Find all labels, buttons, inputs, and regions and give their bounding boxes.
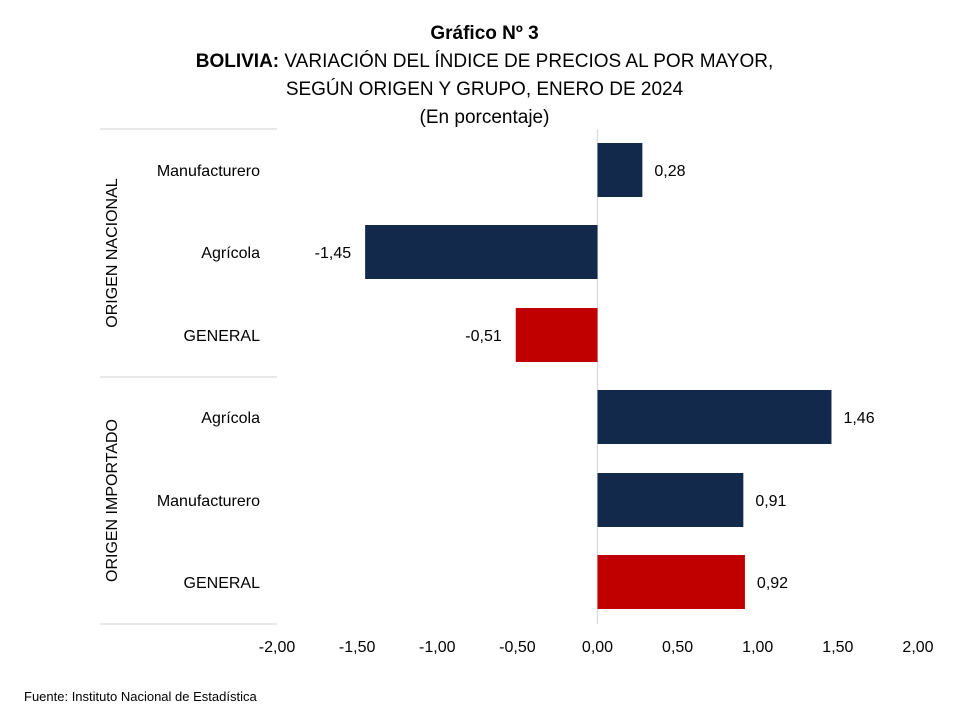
x-tick-label: 0,00 — [582, 639, 613, 656]
chart-title-line-1: BOLIVIA: VARIACIÓN DEL ÍNDICE DE PRECIOS… — [0, 50, 969, 74]
category-label: Agrícola — [201, 245, 260, 262]
category-label: Agrícola — [201, 410, 260, 427]
data-label: 0,28 — [654, 163, 685, 180]
data-label: -1,45 — [315, 245, 352, 262]
group-label-importado: ORIGEN IMPORTADO — [104, 419, 121, 582]
category-label: GENERAL — [184, 328, 261, 345]
bar-1-2 — [597, 555, 745, 609]
data-label: 1,46 — [843, 410, 874, 427]
bar-1-0 — [597, 390, 832, 444]
data-label: -0,51 — [465, 328, 502, 345]
x-tick-label: -2,00 — [259, 639, 296, 656]
category-label: GENERAL — [184, 575, 261, 592]
bar-1-1 — [597, 473, 744, 527]
group-label-nacional: ORIGEN NACIONAL — [104, 178, 121, 327]
chart-title-line-2: SEGÚN ORIGEN Y GRUPO, ENERO DE 2024 — [285, 79, 684, 100]
bar-0-0 — [597, 143, 643, 197]
x-tick-label: -1,50 — [339, 639, 376, 656]
chart-title-country: BOLIVIA: — [195, 51, 280, 72]
data-label: 0,92 — [757, 575, 788, 592]
x-tick-label: 2,00 — [902, 639, 933, 656]
source-note: Fuente: Instituto Nacional de Estadístic… — [24, 689, 257, 704]
category-label: Manufacturero — [157, 493, 260, 510]
bar-0-1 — [365, 225, 598, 279]
x-tick-label: 0,50 — [662, 639, 693, 656]
x-tick-label: -1,00 — [419, 639, 456, 656]
category-label: Manufacturero — [157, 163, 260, 180]
data-label: 0,91 — [755, 493, 786, 510]
chart-subtitle: (En porcentaje) — [419, 107, 550, 128]
chart-number: Gráfico Nº 3 — [430, 23, 539, 44]
x-tick-label: -0,50 — [499, 639, 536, 656]
x-tick-label: 1,00 — [742, 639, 773, 656]
bar-0-2 — [515, 308, 598, 362]
chart-title-rest: VARIACIÓN DEL ÍNDICE DE PRECIOS AL POR M… — [279, 51, 774, 72]
x-tick-label: 1,50 — [822, 639, 853, 656]
